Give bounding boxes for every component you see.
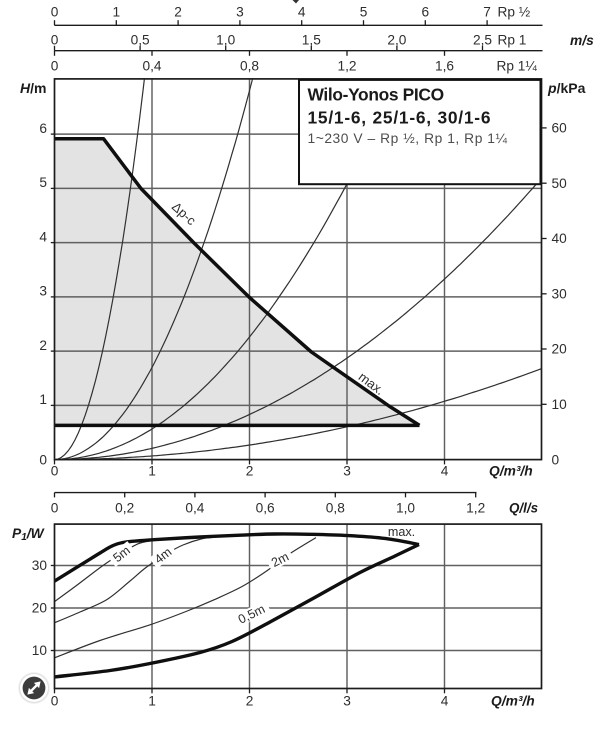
svg-text:20: 20 xyxy=(32,601,48,616)
svg-text:20: 20 xyxy=(552,342,568,357)
svg-text:3: 3 xyxy=(39,284,47,299)
svg-text:P1/W: P1/W xyxy=(12,526,45,543)
svg-text:6: 6 xyxy=(421,4,429,19)
svg-text:4: 4 xyxy=(441,694,449,709)
svg-text:1: 1 xyxy=(112,4,120,19)
svg-text:1,2: 1,2 xyxy=(466,500,485,515)
svg-text:0: 0 xyxy=(51,32,59,47)
svg-text:6: 6 xyxy=(39,121,47,136)
svg-text:Rp 1¼: Rp 1¼ xyxy=(497,59,538,74)
svg-text:1,2: 1,2 xyxy=(337,59,356,74)
svg-text:max.: max. xyxy=(388,525,415,539)
svg-text:1,0: 1,0 xyxy=(396,500,415,515)
svg-text:0,8: 0,8 xyxy=(240,59,259,74)
svg-text:1~230 V – Rp ½, Rp 1, Rp 1¼: 1~230 V – Rp ½, Rp 1, Rp 1¼ xyxy=(308,131,508,146)
svg-text:4: 4 xyxy=(441,464,449,479)
svg-text:Rp 1: Rp 1 xyxy=(498,32,527,47)
svg-text:50: 50 xyxy=(552,176,568,191)
svg-text:3: 3 xyxy=(343,464,351,479)
svg-text:0: 0 xyxy=(51,59,59,74)
svg-text:1: 1 xyxy=(148,694,156,709)
svg-text:3: 3 xyxy=(343,694,351,709)
svg-text:1: 1 xyxy=(39,392,47,407)
svg-text:0: 0 xyxy=(51,694,59,709)
svg-text:0: 0 xyxy=(552,452,560,467)
svg-text:0: 0 xyxy=(51,4,59,19)
svg-text:5: 5 xyxy=(360,4,368,19)
svg-text:4: 4 xyxy=(298,4,306,19)
svg-text:0,5: 0,5 xyxy=(131,32,150,47)
svg-text:2: 2 xyxy=(246,464,254,479)
svg-text:2,0: 2,0 xyxy=(387,32,406,47)
svg-text:5: 5 xyxy=(39,175,47,190)
svg-text:0,4: 0,4 xyxy=(142,59,161,74)
svg-text:3: 3 xyxy=(236,4,244,19)
svg-text:Q/m³/h: Q/m³/h xyxy=(489,464,533,479)
svg-text:7: 7 xyxy=(483,4,491,19)
svg-text:2: 2 xyxy=(174,4,182,19)
svg-text:Rp ½: Rp ½ xyxy=(498,4,531,19)
svg-text:10: 10 xyxy=(552,397,568,412)
svg-text:0,4: 0,4 xyxy=(185,500,204,515)
svg-text:0,8: 0,8 xyxy=(326,500,345,515)
svg-text:m/s: m/s xyxy=(570,33,594,48)
svg-text:Q/l/s: Q/l/s xyxy=(509,500,538,515)
svg-text:Wilo-Yonos PICO: Wilo-Yonos PICO xyxy=(308,85,444,105)
svg-text:1,6: 1,6 xyxy=(435,59,454,74)
svg-text:2: 2 xyxy=(246,694,254,709)
svg-text:10: 10 xyxy=(32,643,48,658)
svg-text:2,5: 2,5 xyxy=(473,32,492,47)
svg-text:4: 4 xyxy=(39,229,47,244)
svg-text:1,0: 1,0 xyxy=(216,32,235,47)
svg-text:0,6: 0,6 xyxy=(256,500,275,515)
svg-text:1,5: 1,5 xyxy=(302,32,321,47)
svg-text:Q/m³/h: Q/m³/h xyxy=(491,694,535,709)
svg-text:15/1-6, 25/1-6, 30/1-6: 15/1-6, 25/1-6, 30/1-6 xyxy=(308,108,492,128)
svg-text:60: 60 xyxy=(552,121,568,136)
svg-text:0: 0 xyxy=(51,464,59,479)
svg-text:0,2: 0,2 xyxy=(115,500,134,515)
svg-text:2: 2 xyxy=(39,338,47,353)
svg-text:0: 0 xyxy=(39,452,47,467)
svg-text:1: 1 xyxy=(148,464,156,479)
svg-text:p/kPa: p/kPa xyxy=(547,80,586,96)
svg-text:H/m: H/m xyxy=(20,80,46,96)
svg-text:30: 30 xyxy=(552,286,568,301)
svg-text:40: 40 xyxy=(552,231,568,246)
svg-text:0: 0 xyxy=(51,500,59,515)
svg-text:30: 30 xyxy=(32,558,48,573)
